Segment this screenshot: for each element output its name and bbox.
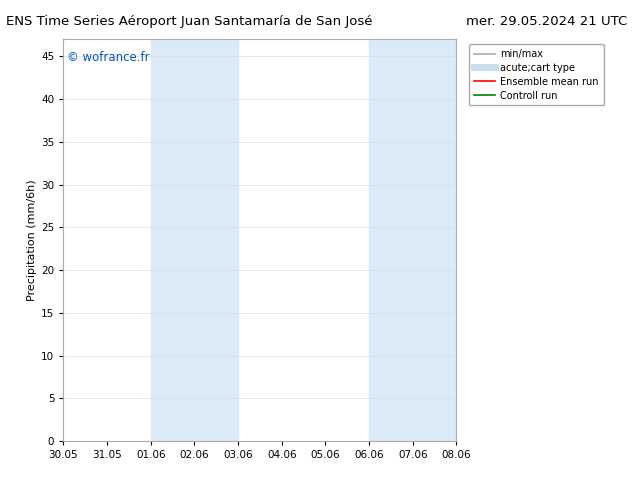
- Text: © wofrance.fr: © wofrance.fr: [67, 51, 150, 64]
- Bar: [369, 39, 456, 441]
- Text: ENS Time Series Aéroport Juan Santamaría de San José: ENS Time Series Aéroport Juan Santamaría…: [6, 15, 373, 28]
- Y-axis label: Precipitation (mm/6h): Precipitation (mm/6h): [27, 179, 37, 301]
- Legend: min/max, acute;cart type, Ensemble mean run, Controll run: min/max, acute;cart type, Ensemble mean …: [469, 44, 604, 105]
- Bar: [151, 39, 238, 441]
- Text: mer. 29.05.2024 21 UTC: mer. 29.05.2024 21 UTC: [467, 15, 628, 28]
